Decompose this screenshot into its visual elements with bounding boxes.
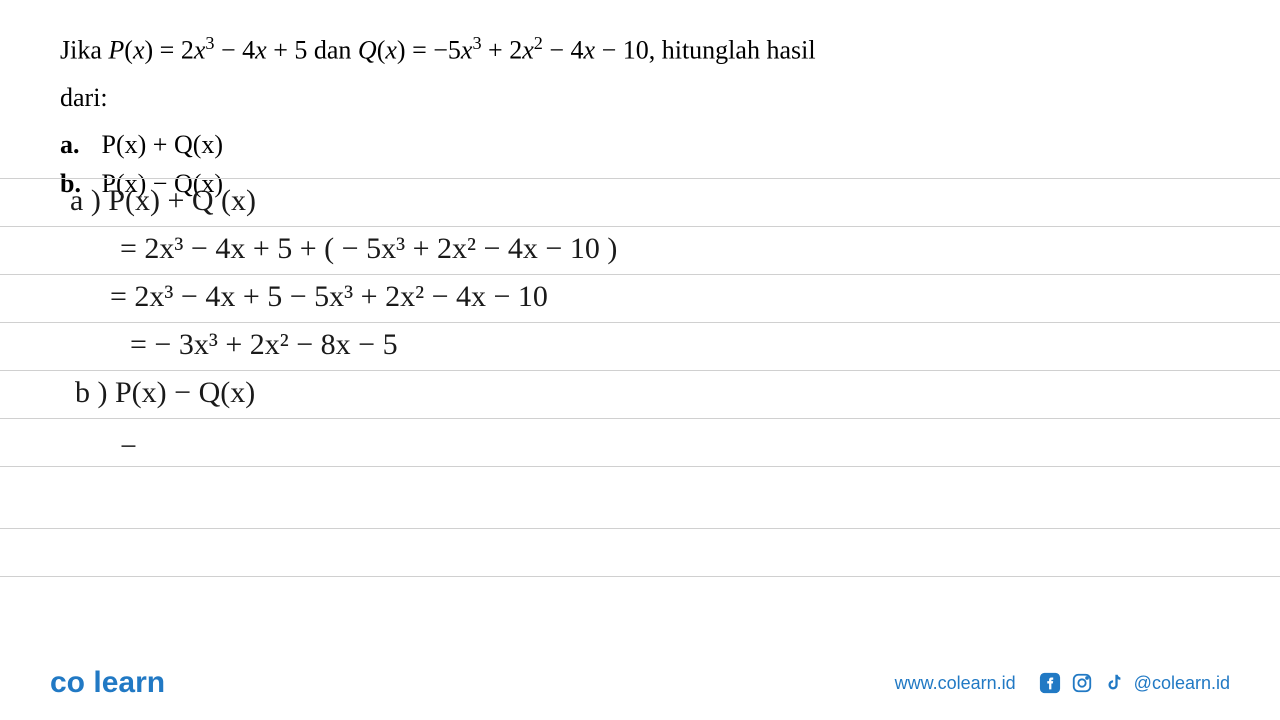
qx-label: Q <box>358 36 377 65</box>
item-a-label: a. <box>60 125 95 164</box>
rule-line <box>0 226 1280 227</box>
rule-line <box>0 466 1280 467</box>
px-label: P <box>108 36 124 65</box>
rule-line <box>0 370 1280 371</box>
social-handle: @colearn.id <box>1134 673 1230 694</box>
rule-line <box>0 528 1280 529</box>
handwritten-line-2: = 2x³ − 4x + 5 + ( − 5x³ + 2x² − 4x − 10… <box>120 232 617 266</box>
footer: co learn www.colearn.id @colearn.id <box>0 666 1280 700</box>
website-url: www.colearn.id <box>895 673 1016 694</box>
handwritten-line-3: = 2x³ − 4x + 5 − 5x³ + 2x² − 4x − 10 <box>110 280 548 314</box>
rule-line <box>0 274 1280 275</box>
item-a: a. P(x) + Q(x) <box>60 125 1220 164</box>
brand-logo: co learn <box>50 666 165 700</box>
text-suffix: , hitunglah hasil <box>649 36 816 65</box>
handwritten-line-5: b ) P(x) − Q(x) <box>75 376 255 410</box>
footer-right: www.colearn.id @colearn.id <box>895 671 1230 695</box>
logo-co: co <box>50 666 85 699</box>
rule-line <box>0 178 1280 179</box>
rule-line <box>0 576 1280 577</box>
problem-line2: dari: <box>60 78 1220 117</box>
rule-line <box>0 418 1280 419</box>
rule-line <box>0 322 1280 323</box>
handwritten-line-4: = − 3x³ + 2x² − 8x − 5 <box>130 328 398 362</box>
handwritten-line-1: a ) P(x) + Q (x) <box>70 184 256 218</box>
instagram-icon <box>1070 671 1094 695</box>
social-icons: @colearn.id <box>1038 671 1230 695</box>
problem-statement: Jika P(x) = 2x3 − 4x + 5 dan Q(x) = −5x3… <box>60 30 1220 70</box>
logo-learn: learn <box>93 666 165 699</box>
tiktok-icon <box>1102 671 1126 695</box>
ruled-paper-area: a ) P(x) + Q (x) = 2x³ − 4x + 5 + ( − 5x… <box>0 178 1280 658</box>
and-text: dan <box>307 36 358 65</box>
facebook-icon <box>1038 671 1062 695</box>
var-x: x <box>133 36 145 65</box>
text-prefix: Jika <box>60 36 108 65</box>
handwritten-line-6: − <box>120 430 137 464</box>
